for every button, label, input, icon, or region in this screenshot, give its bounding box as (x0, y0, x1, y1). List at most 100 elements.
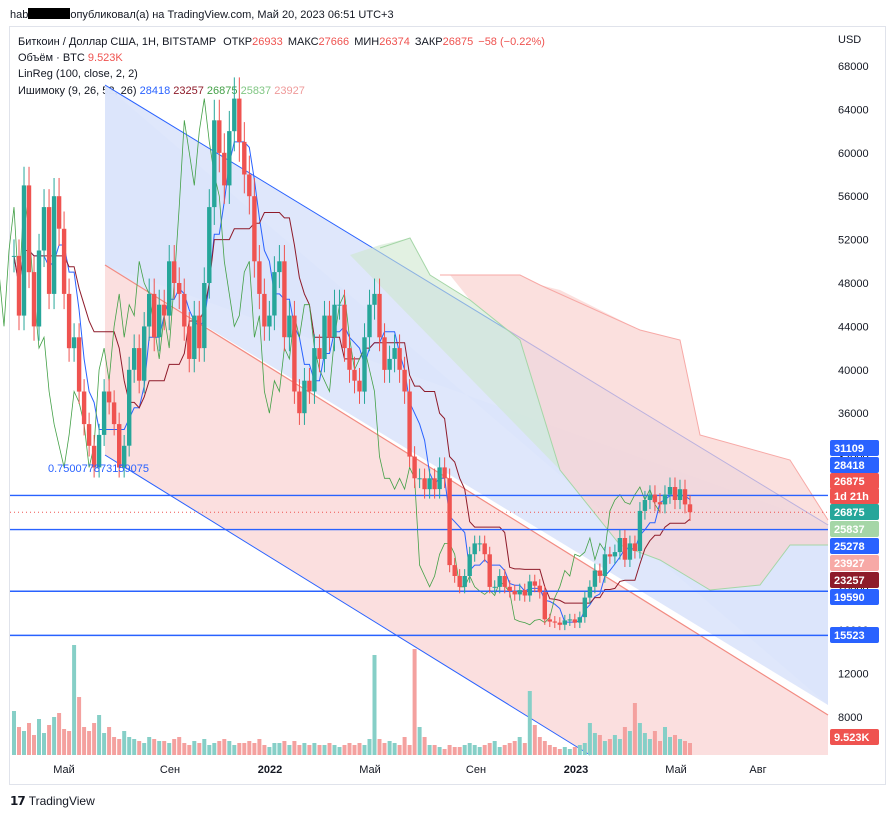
ichimoku-spanb-value: 23927 (274, 85, 305, 97)
candle-body (297, 391, 302, 414)
volume-bar (297, 745, 302, 755)
symbol-title[interactable]: Биткоин / Доллар США, 1Н, BITSTAMP (18, 36, 217, 48)
price-badge (830, 521, 879, 537)
volume-bar (557, 749, 562, 755)
volume-bar (427, 745, 432, 755)
candle-body (397, 348, 402, 370)
volume-bar (162, 741, 167, 755)
candle-body (292, 315, 297, 392)
candle-body (91, 445, 97, 468)
volume-bar (372, 655, 377, 755)
x-axis-tick-label: Сен (466, 764, 486, 776)
volume-bar (502, 745, 507, 755)
candle-body (507, 586, 512, 592)
volume-bar (272, 743, 277, 755)
price-badge-label: 23927 (834, 558, 865, 570)
open-label: ОТКР (223, 36, 253, 48)
x-axis-tick-label: Май (665, 764, 687, 776)
candle-body (422, 478, 427, 490)
candle-body (152, 293, 157, 338)
candle-body (677, 489, 683, 500)
candle-body (182, 293, 187, 327)
candle-body (192, 315, 197, 359)
candle-body (327, 315, 332, 338)
volume-bar (647, 739, 652, 755)
candle-body (462, 576, 467, 587)
candle-body (547, 619, 552, 622)
candle-body (642, 500, 648, 511)
volume-bar (127, 737, 132, 755)
candle-body (382, 337, 387, 370)
volume-bar (482, 745, 487, 755)
linreg-legend-row[interactable]: LinReg (100, close, 2, 2) (18, 67, 138, 81)
volume-bar (197, 743, 202, 755)
volume-label[interactable]: Объём · BTC (18, 52, 85, 64)
price-badge (830, 457, 879, 473)
volume-bar (327, 743, 332, 755)
price-badge-label: 15523 (834, 630, 865, 642)
volume-bar (492, 741, 497, 755)
volume-bar (352, 745, 357, 755)
price-badge (830, 572, 879, 588)
x-axis-tick-label: Май (359, 764, 381, 776)
volume-bar (97, 715, 102, 755)
volume-bar (572, 747, 577, 755)
candle-body (637, 510, 643, 551)
y-axis-tick-label: 60000 (838, 148, 869, 160)
volume-bar (137, 741, 142, 755)
volume-bar (612, 735, 617, 755)
volume-bar (132, 739, 137, 755)
y-axis-tick-label: 8000 (838, 712, 862, 724)
volume-bar (507, 743, 512, 755)
candle-body (172, 261, 177, 283)
candle-body (452, 565, 457, 576)
volume-bar (277, 743, 282, 755)
candle-body (132, 348, 137, 370)
y-axis-tick-label: 64000 (838, 104, 869, 116)
volume-bar (147, 737, 152, 755)
candle-body (512, 591, 517, 595)
candle-body (352, 369, 357, 381)
candle-body (337, 304, 342, 306)
volume-bar (12, 711, 16, 755)
volume-bar (167, 743, 172, 755)
volume-bar (607, 739, 612, 755)
price-badge (830, 538, 879, 554)
volume-bar (317, 745, 322, 755)
volume-bar (517, 737, 522, 755)
y-axis-tick-label: 52000 (838, 235, 869, 247)
price-badges: 31109 28418 26875 1d 21h 26875 25837 25278 2392… (830, 440, 879, 745)
volume-bar (187, 745, 192, 755)
volume-bar (642, 733, 647, 755)
candle-body (632, 543, 638, 551)
linreg-lower-line (104, 454, 591, 756)
volume-bar (92, 723, 97, 755)
volume-bar (387, 741, 392, 755)
candle-body (322, 315, 327, 359)
volume-bar (212, 743, 217, 755)
candle-body (532, 581, 537, 586)
candle-body (387, 358, 392, 370)
volume-bar (547, 745, 552, 755)
candle-body (277, 261, 282, 273)
candle-body (427, 478, 432, 490)
candle-body (667, 487, 673, 495)
volume-bar (622, 727, 627, 755)
candle-body (482, 543, 487, 555)
footer-brand[interactable]: 𝟭𝟳 TradingView (10, 794, 95, 808)
candle-body (302, 380, 307, 414)
price-badge (830, 488, 879, 504)
y-axis-tick-label: 36000 (838, 408, 869, 420)
volume-legend-row[interactable]: Объём · BTC 9.523K (18, 51, 123, 65)
linreg-label[interactable]: LinReg (100, close, 2, 2) (18, 68, 138, 80)
candle-body (417, 478, 422, 480)
symbol-legend-row[interactable]: Биткоин / Доллар США, 1Н, BITSTAMP ОТКР2… (18, 35, 545, 49)
volume-bar (337, 747, 342, 755)
candle-body (627, 543, 633, 560)
candle-body (492, 586, 497, 588)
candle-body (257, 261, 262, 294)
price-badge (830, 473, 879, 489)
ichimoku-span-b (440, 274, 829, 521)
candle-body (527, 581, 532, 596)
